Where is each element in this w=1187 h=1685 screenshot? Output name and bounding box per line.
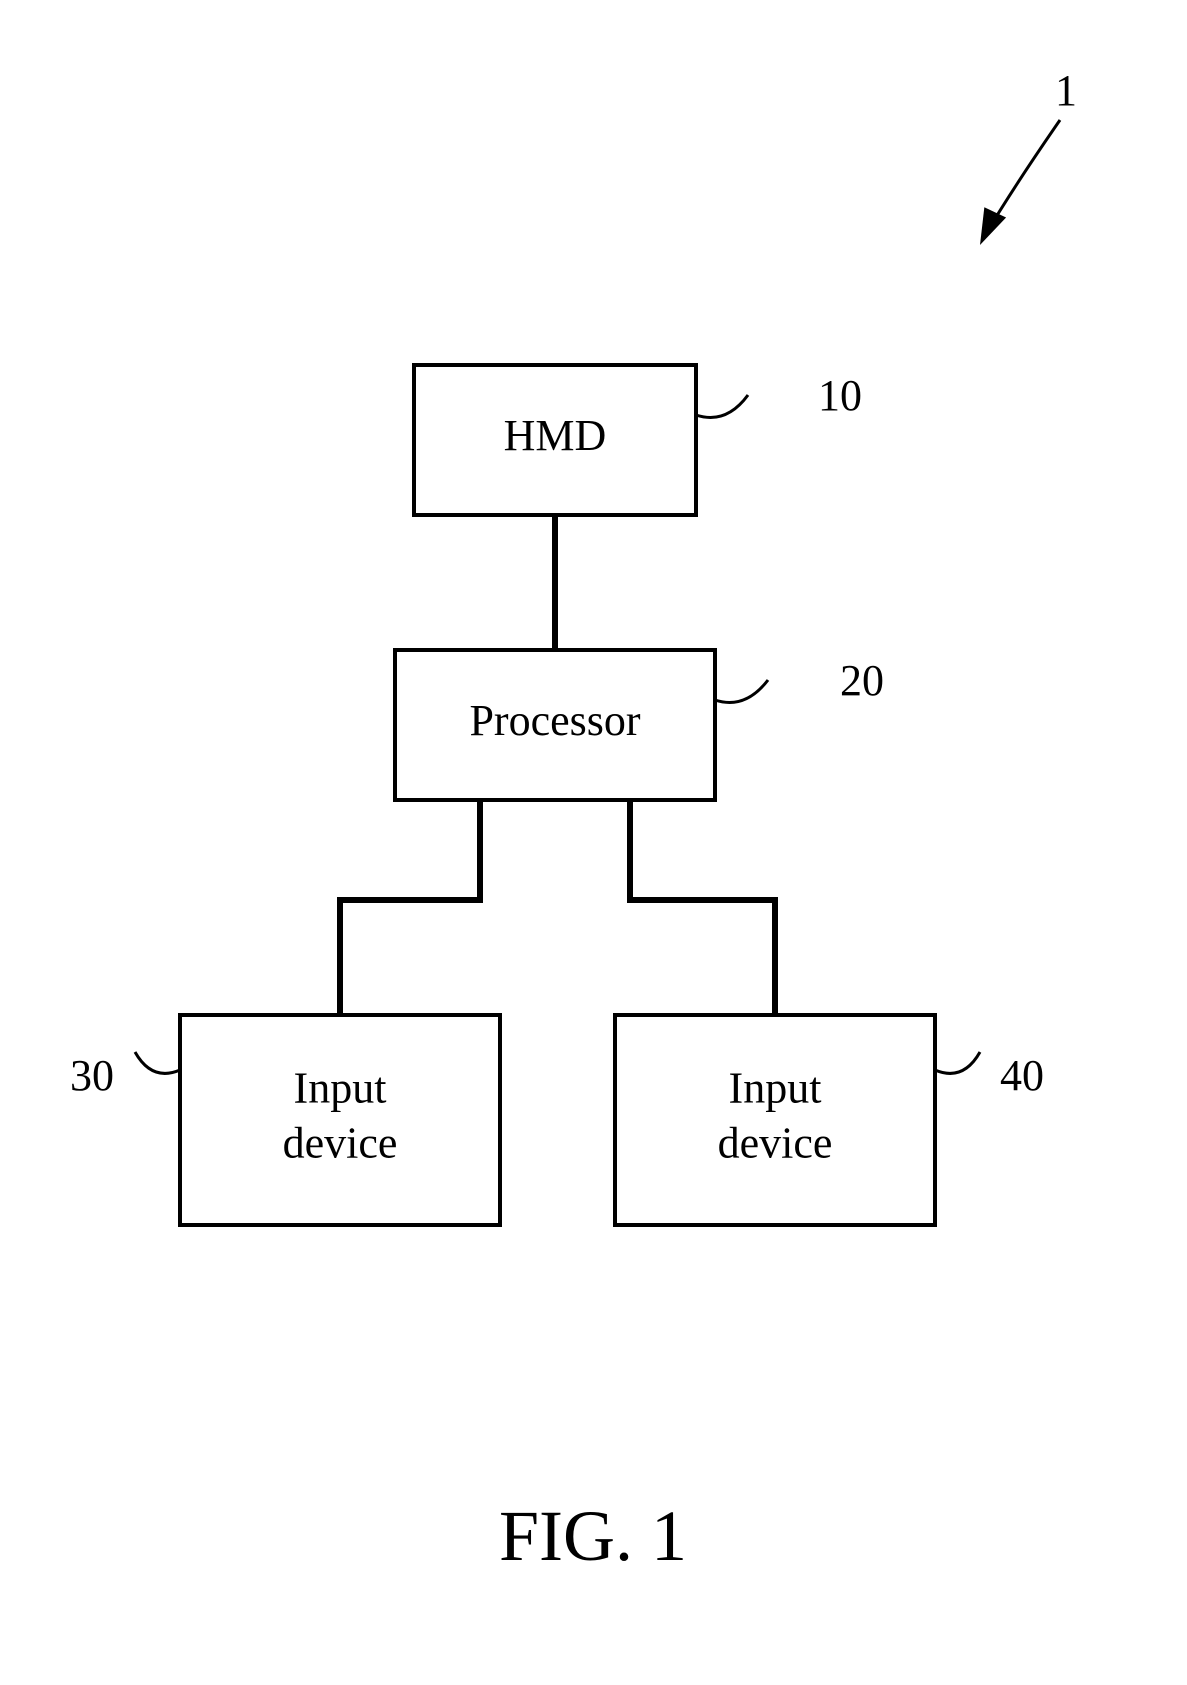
- figure-caption: FIG. 1: [499, 1496, 687, 1576]
- block-hmd: HMD 10: [414, 365, 862, 515]
- figure-ref-number: 1: [1055, 66, 1077, 115]
- block-inL-ref-number: 30: [70, 1051, 114, 1100]
- block-inR-ref-leader: [935, 1052, 980, 1073]
- block-proc-ref-leader: [715, 680, 768, 703]
- block-hmd-ref-leader: [696, 395, 748, 418]
- block-proc: Processor 20: [395, 650, 884, 800]
- connector: [630, 800, 775, 1015]
- block-proc-label: Processor: [469, 696, 640, 745]
- block-hmd-label: HMD: [504, 411, 607, 460]
- block-inL-label: device: [283, 1119, 398, 1168]
- block-hmd-ref-number: 10: [818, 371, 862, 420]
- block-inR: Input device 40: [615, 1015, 1044, 1225]
- block-proc-ref-number: 20: [840, 656, 884, 705]
- block-inL-label: Input: [294, 1064, 387, 1113]
- block-inL: Input device 30: [70, 1015, 500, 1225]
- block-inR-label: Input: [729, 1064, 822, 1113]
- connector: [340, 800, 480, 1015]
- block-inR-label: device: [718, 1119, 833, 1168]
- figure-ref-arrowhead: [980, 207, 1006, 245]
- block-inR-ref-number: 40: [1000, 1051, 1044, 1100]
- block-inL-ref-leader: [135, 1052, 180, 1073]
